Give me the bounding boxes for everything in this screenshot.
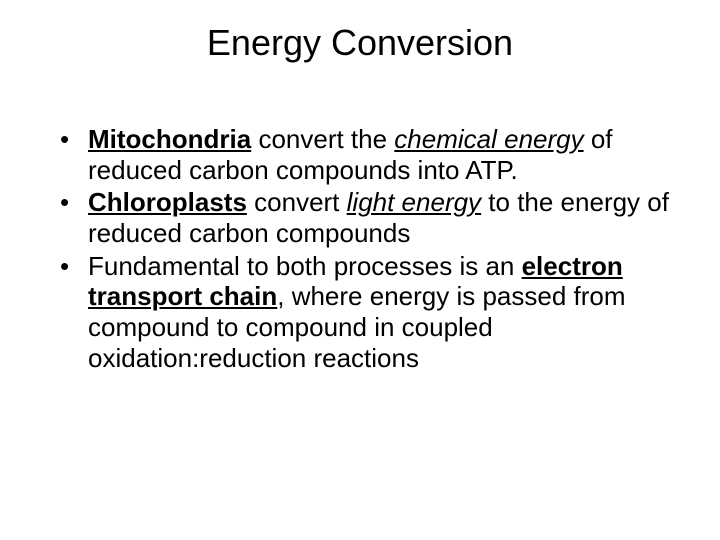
text-run: light energy bbox=[347, 187, 481, 217]
text-run: convert the bbox=[251, 124, 394, 154]
text-run: convert bbox=[247, 187, 347, 217]
text-run: chemical energy bbox=[394, 124, 583, 154]
text-run: Mitochondria bbox=[88, 124, 251, 154]
text-run: Fundamental to both processes is an bbox=[88, 251, 522, 281]
bullet-item: Fundamental to both processes is an elec… bbox=[68, 251, 680, 374]
bullet-item: Chloroplasts convert light energy to the… bbox=[68, 187, 680, 248]
bullet-item: Mitochondria convert the chemical energy… bbox=[68, 124, 680, 185]
text-run: Chloroplasts bbox=[88, 187, 247, 217]
bullet-list: Mitochondria convert the chemical energy… bbox=[40, 124, 680, 373]
slide-title: Energy Conversion bbox=[40, 22, 680, 64]
